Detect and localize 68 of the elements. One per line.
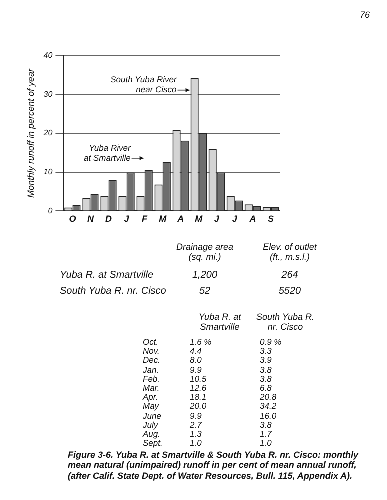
text: 20.0 (190, 401, 208, 412)
x-tick-label: O (69, 214, 76, 224)
text: Elev. of outlet (ft., m.s.l.) (262, 242, 318, 263)
text: Yuba R. at Smartville (198, 312, 242, 333)
text: 3.8 (260, 420, 273, 431)
text: 76 (358, 10, 370, 20)
text: 3.3 (260, 346, 273, 357)
text: Apr. (143, 392, 158, 403)
text: 1,200 (191, 270, 219, 282)
text: 5520 (278, 286, 302, 298)
y-tick-label: 40 (44, 51, 54, 60)
x-tick-label: J (124, 214, 130, 224)
text: South Yuba R. nr. Cisco (60, 286, 168, 298)
text: 52 (199, 286, 211, 297)
x-tick-label: J (232, 214, 238, 224)
y-tick-label: 30 (44, 90, 54, 99)
y-tick-label: 0 (48, 206, 54, 216)
text: 20.8 (260, 392, 278, 403)
text: May (143, 401, 160, 412)
text: Drainage area (sq. mi.) (175, 242, 235, 263)
text: Aug. (143, 429, 162, 440)
text: 9.9 (190, 364, 203, 376)
text: Nov. (143, 346, 161, 357)
x-tick-label: N (87, 214, 94, 224)
x-tick-label: S (268, 214, 274, 224)
text: Feb. (143, 374, 162, 385)
text: 3.8 (260, 364, 273, 376)
x-tick-label: A (248, 214, 256, 224)
text: 1.0 (260, 438, 273, 449)
text: Mar. (143, 383, 161, 394)
text: 264 (280, 270, 300, 282)
text: 10.5 (190, 374, 208, 385)
text: 12.6 (190, 383, 208, 394)
y-axis-title: Monthly runoff in percent of year (26, 68, 36, 198)
x-tick-label: F (142, 214, 148, 224)
x-tick-label: J (214, 214, 220, 224)
text: 34.2 (260, 401, 278, 412)
text: 16.0 (260, 410, 278, 422)
text: 2.7 (190, 420, 203, 431)
text: July (143, 420, 160, 431)
text: Dec. (143, 355, 162, 366)
text: 1.7 (260, 429, 273, 440)
text: June (143, 410, 162, 422)
series-label: South Yuba River near Cisco (110, 74, 178, 95)
text: South Yuba R. nr. Cisco (255, 312, 316, 333)
text: 4.4 (190, 346, 203, 357)
x-tick-label: D (106, 214, 113, 224)
text: 1.6 % (190, 337, 213, 348)
x-tick-label: A (176, 214, 184, 224)
text: 1.3 (190, 429, 203, 440)
text: 6.8 (260, 383, 273, 394)
x-tick-label: M (159, 214, 168, 224)
text: 3.9 (260, 355, 273, 366)
x-tick-label: M (195, 214, 204, 224)
text: Oct. (143, 337, 160, 348)
caption: Figure 3-6. Yuba R. at Smartville & South Yuba R. nr. Cisco: monthly mean natural (unimpaired) runoff in per cent of mean annual runoff, (after Calif. State Dept. of Water Resources, Bull. 115, Appendix A). (68, 450, 360, 482)
series-label: Yuba River at Smartville (84, 142, 132, 163)
text: 8.0 (190, 355, 203, 366)
text: 18.1 (190, 392, 208, 403)
y-tick-label: 20 (42, 128, 54, 138)
text: Sept. (143, 438, 164, 449)
text: 0.9 % (260, 337, 283, 348)
text: 9.9 (190, 410, 203, 422)
text: 1.0 (190, 438, 203, 449)
text: Yuba R. at Smartville (60, 270, 155, 282)
text: Jan. (143, 364, 160, 376)
text: 3.8 (260, 374, 273, 385)
y-tick-label: 10 (44, 168, 54, 177)
